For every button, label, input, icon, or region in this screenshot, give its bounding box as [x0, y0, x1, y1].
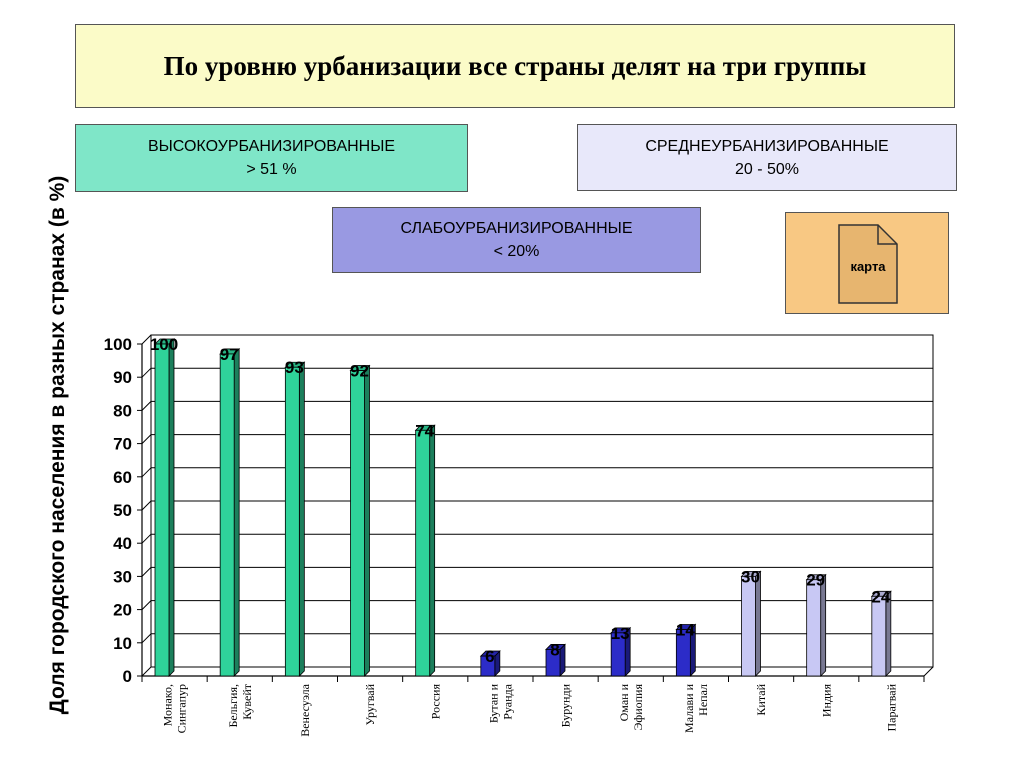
data-label: 30: [741, 567, 760, 586]
y-tick-label: 30: [113, 567, 132, 586]
data-label: 13: [611, 624, 630, 643]
data-label: 100: [150, 335, 178, 354]
x-category-line: Сингапур: [175, 684, 189, 733]
data-label: 8: [550, 640, 559, 659]
x-category-label: Парагвай: [884, 683, 898, 731]
x-category-line: Бутан и: [486, 683, 500, 723]
x-category-label: Уругвай: [363, 683, 377, 725]
bar: [545, 649, 561, 677]
data-label: 6: [485, 647, 494, 666]
bar: [415, 429, 431, 677]
medium-urbanized-range: 20 - 50%: [734, 160, 800, 178]
y-tick-label: 10: [113, 634, 132, 653]
x-category-line: Непал: [696, 684, 710, 716]
data-label: 29: [806, 571, 825, 590]
bar: [350, 370, 365, 677]
y-tick-label: 100: [104, 335, 132, 354]
x-category-label: Малави и Непал: [682, 683, 710, 733]
gridline-diag: [141, 600, 152, 610]
x-category-label: Индия: [819, 684, 833, 718]
data-label: 97: [220, 345, 239, 364]
bar: [871, 595, 887, 677]
map-button-label: карта: [850, 259, 886, 274]
x-category-line: Кувейт: [240, 683, 254, 719]
data-label: 14: [676, 621, 695, 640]
x-category-line: Бельгия,: [226, 684, 240, 728]
y-tick-label: 80: [113, 401, 132, 420]
bar: [675, 629, 691, 677]
data-label: 24: [871, 587, 890, 606]
gridline-diag: [141, 434, 152, 444]
gridline-diag: [141, 401, 152, 411]
gridline-diag: [141, 334, 152, 345]
x-category-label: Венесуэла: [298, 683, 312, 736]
low-urbanized-range: < 20%: [493, 243, 540, 260]
y-tick-label: 70: [113, 435, 132, 454]
x-category-label: Монако, Сингапур: [161, 684, 189, 733]
x-category-line: Россия: [428, 684, 442, 720]
document-icon: [838, 224, 898, 304]
x-category-label: Оман и Эфиопия: [617, 683, 645, 730]
x-category-line: Оман и: [617, 683, 631, 721]
bar: [610, 632, 626, 677]
x-category-line: Руанда: [500, 683, 514, 719]
bar: [741, 576, 756, 677]
x-category-label: Россия: [428, 684, 442, 720]
high-urbanized-box: ВЫСОКОУРБАНИЗИРОВАННЫЕ > 51 %: [75, 124, 468, 192]
y-tick-label: 90: [113, 368, 132, 387]
bar-side: [429, 424, 436, 677]
y-tick-label: 40: [113, 534, 132, 553]
x-category-label: Бурунди: [559, 683, 573, 727]
floor-edge: [923, 666, 934, 677]
slide-title-text: По уровню урбанизации все страны делят н…: [163, 51, 867, 81]
x-category-line: Китай: [754, 683, 768, 715]
bar-side: [364, 364, 370, 677]
data-label: 92: [350, 362, 369, 381]
data-label: 74: [415, 421, 434, 440]
gridline-diag: [141, 633, 152, 644]
gridline-diag: [141, 533, 152, 544]
bar: [219, 353, 235, 677]
y-tick-label: 50: [113, 501, 132, 520]
medium-urbanized-box: СРЕДНЕУРБАНИЗИРОВАННЫЕ 20 - 50%: [577, 124, 957, 191]
medium-urbanized-label: СРЕДНЕУРБАНИЗИРОВАННЫЕ: [645, 137, 889, 155]
bar-side: [233, 347, 240, 677]
bar-side: [755, 570, 761, 677]
x-category-line: Венесуэла: [298, 683, 312, 736]
low-urbanized-label: СЛАБОУРБАНИЗИРОВАННЫЕ: [400, 220, 633, 237]
bar: [480, 655, 496, 677]
bar-side: [820, 573, 827, 677]
x-category-label: Китай: [754, 683, 768, 715]
bar-side: [168, 338, 175, 677]
x-category-label: Бельгия, Кувейт: [226, 683, 254, 727]
bar: [154, 343, 170, 677]
data-label: 93: [285, 358, 304, 377]
slide-title: По уровню урбанизации все страны делят н…: [75, 24, 955, 108]
high-urbanized-label: ВЫСОКОУРБАНИЗИРОВАННЫЕ: [147, 138, 396, 155]
y-tick-label: 0: [123, 667, 132, 686]
x-category-label: Бутан и Руанда: [486, 683, 514, 723]
x-category-line: Малави и: [682, 683, 696, 733]
high-urbanized-range: > 51 %: [246, 161, 297, 178]
y-tick-label: 60: [113, 468, 132, 487]
gridline-diag: [141, 567, 152, 577]
x-category-line: Монако,: [161, 684, 175, 726]
bar: [806, 579, 822, 677]
y-tick-label: 20: [113, 601, 132, 620]
gridline-diag: [141, 666, 152, 677]
x-category-line: Индия: [819, 684, 833, 718]
gridline-diag: [141, 367, 152, 378]
x-category-line: Уругвай: [363, 683, 377, 725]
x-category-line: Парагвай: [884, 683, 898, 731]
x-category-line: Эфиопия: [631, 684, 645, 731]
bar-side: [298, 361, 305, 677]
gridline-diag: [141, 500, 152, 511]
low-urbanized-box: СЛАБОУРБАНИЗИРОВАННЫЕ < 20%: [332, 207, 701, 273]
bar: [284, 366, 300, 677]
x-category-line: Бурунди: [559, 683, 573, 727]
map-button[interactable]: карта: [785, 212, 949, 314]
gridline-diag: [141, 467, 152, 478]
